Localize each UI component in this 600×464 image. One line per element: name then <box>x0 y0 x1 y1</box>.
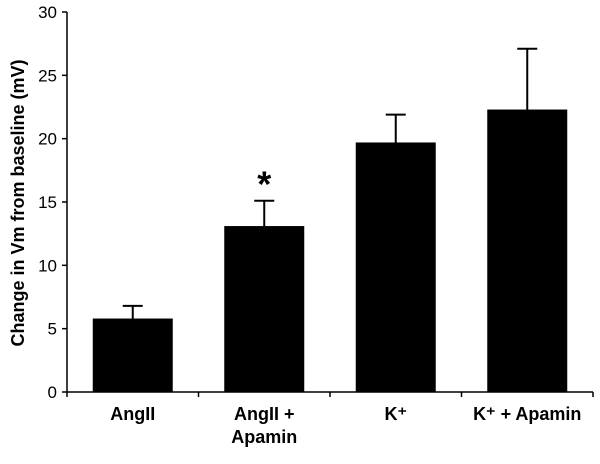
y-axis-title: Change in Vm from baseline (mV) <box>8 59 28 346</box>
y-tick-label: 0 <box>48 383 57 402</box>
bar <box>92 318 173 392</box>
x-tick-label: K⁺ <box>385 404 408 424</box>
y-tick-label: 10 <box>38 256 57 275</box>
x-tick-label: AngII + Apamin <box>231 404 297 447</box>
y-tick-label: 30 <box>38 3 57 22</box>
x-tick-label: AngII <box>110 404 155 424</box>
bar <box>355 142 436 392</box>
y-tick-label: 15 <box>38 193 57 212</box>
bar <box>487 109 568 393</box>
bar <box>224 226 305 392</box>
x-tick-label: K⁺ + Apamin <box>473 404 581 424</box>
y-tick-label: 20 <box>38 130 57 149</box>
y-tick-label: 5 <box>48 320 57 339</box>
significance-annotation: * <box>257 164 271 205</box>
y-tick-label: 25 <box>38 66 57 85</box>
